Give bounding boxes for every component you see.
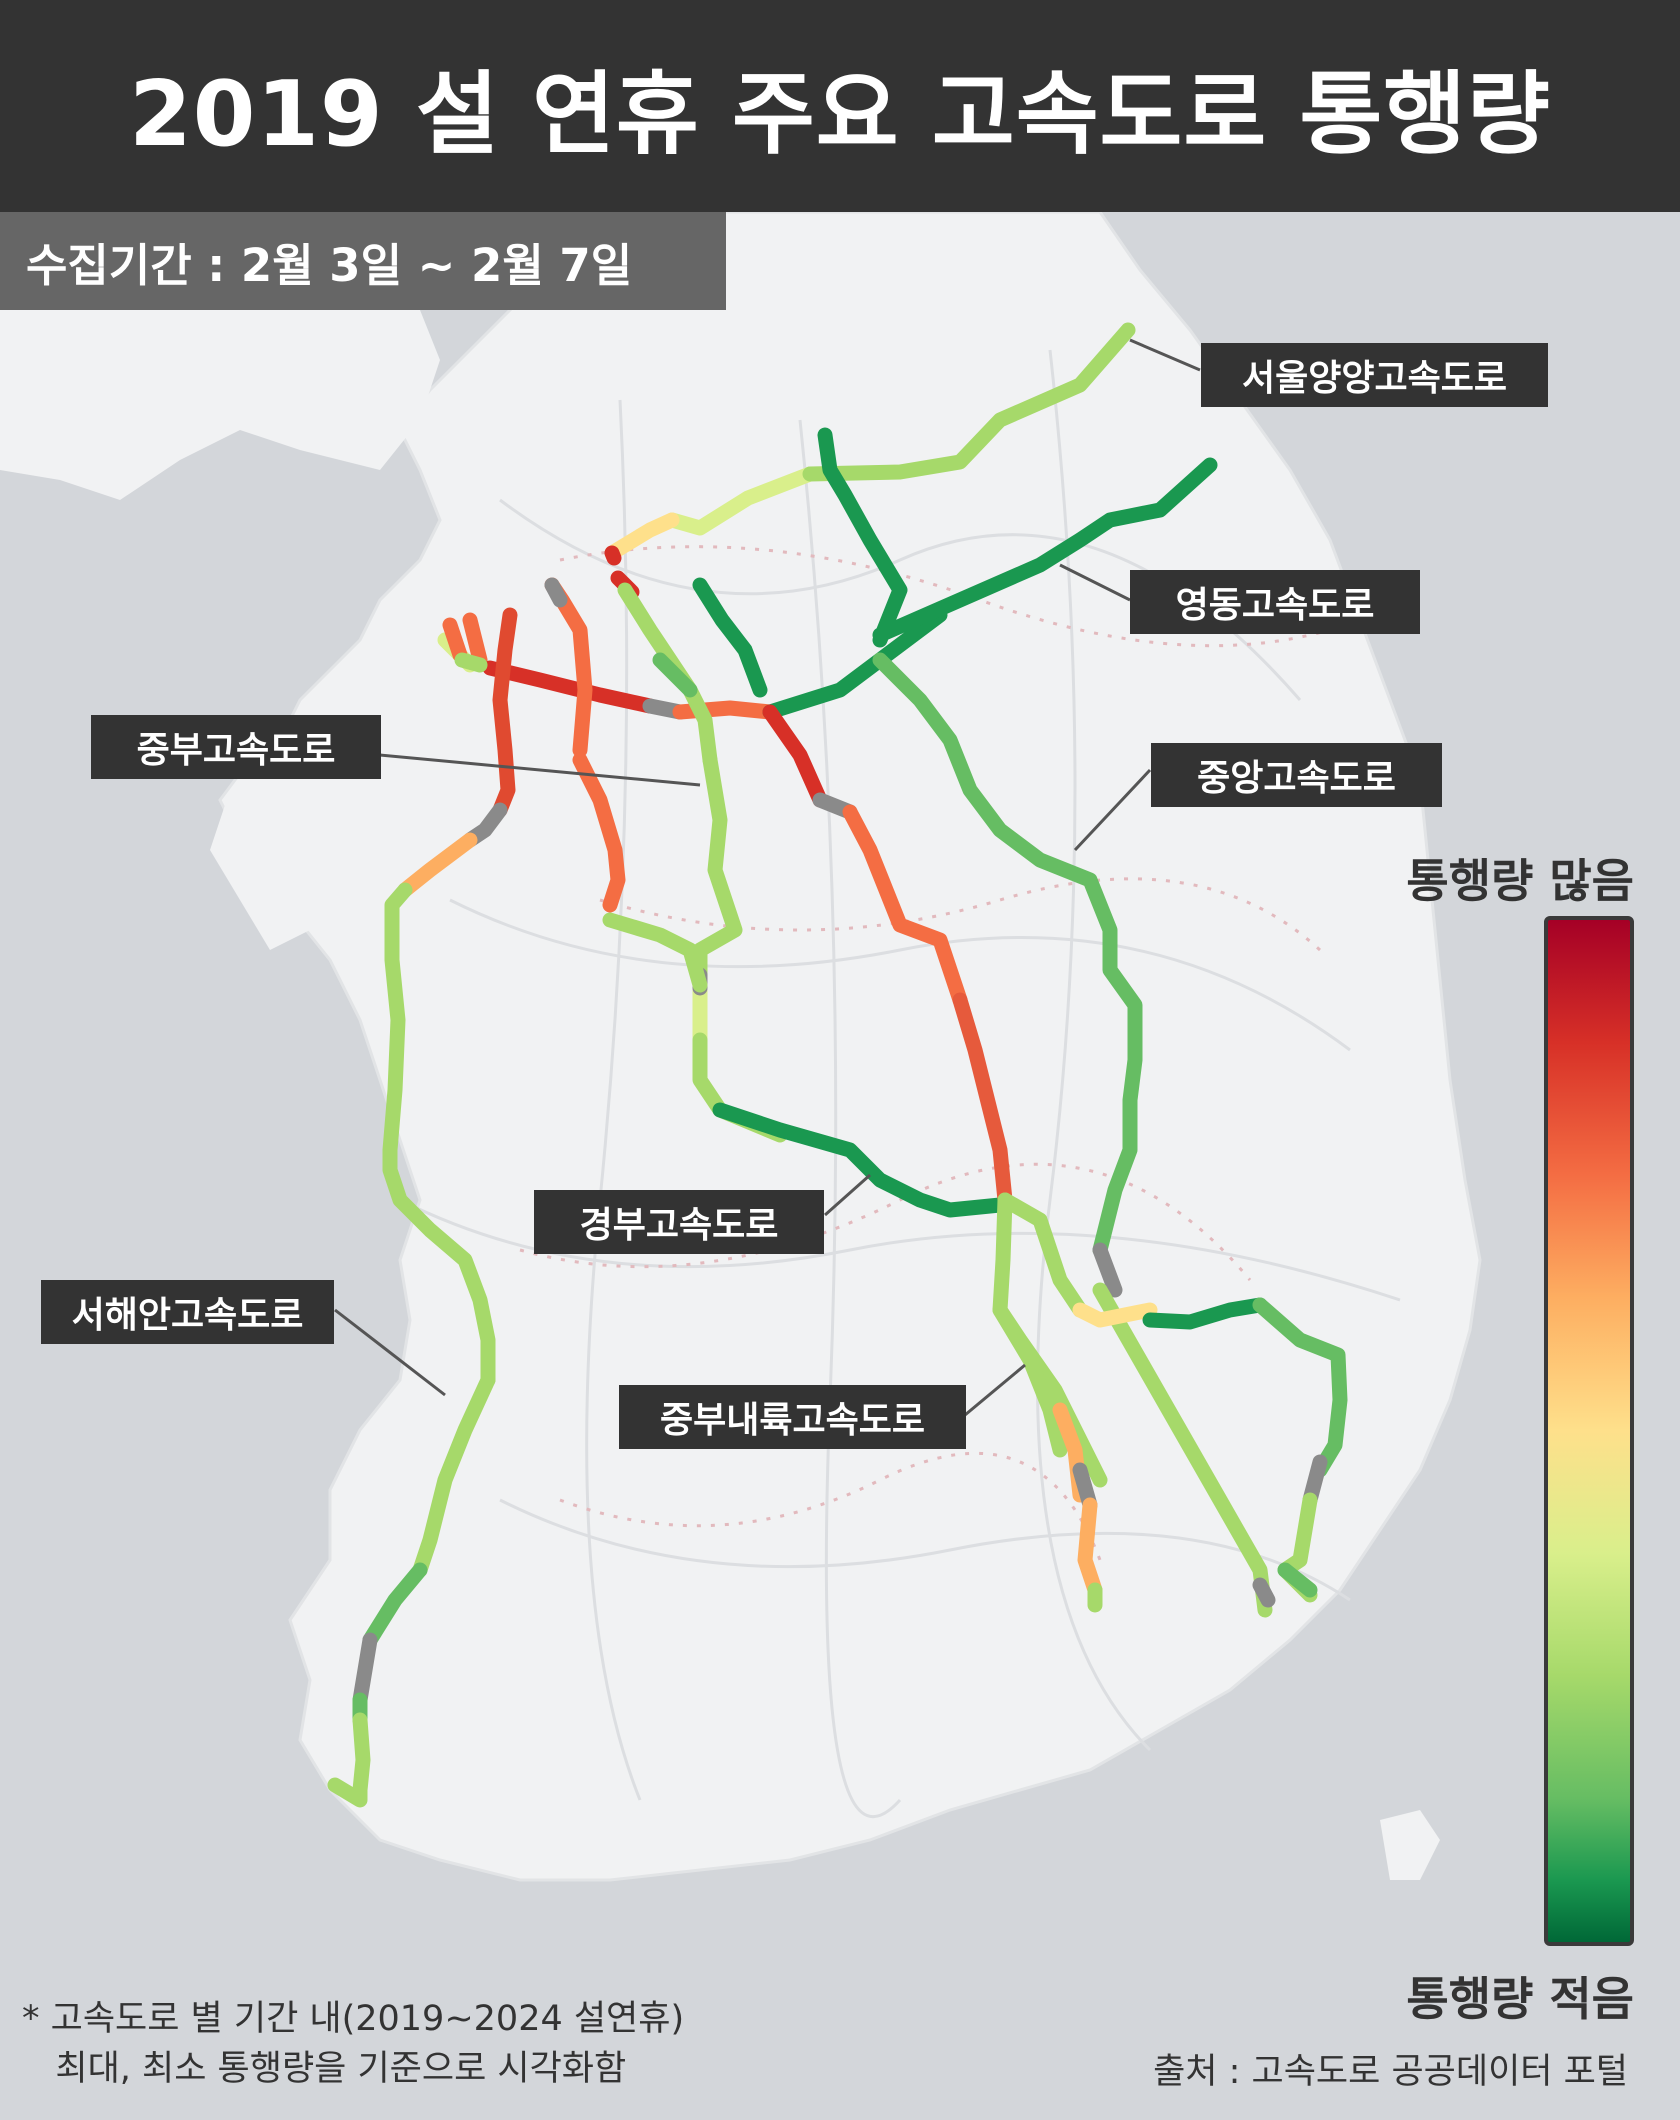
page-title: 2019 설 연휴 주요 고속도로 통행량 [0, 0, 1680, 212]
seoul-yangyang-seg-4 [604, 545, 622, 566]
land-jeju-side-islands [1380, 1810, 1440, 1880]
seohaean-seg-3 [492, 607, 518, 818]
jungbu-seg-2 [652, 652, 698, 698]
label-jungang: 중앙고속도로 [1151, 743, 1442, 807]
jungbu-naeryuk-seg-3 [842, 804, 968, 1008]
label-gyeongbu: 경부고속도로 [534, 1190, 824, 1254]
footnote-line-2: 최대, 최소 통행량을 기준으로 시각화함 [22, 2049, 627, 2089]
jungang-seg-1 [817, 427, 908, 648]
seoul-yangyang-seg-3 [604, 512, 680, 561]
provincial-borders [519, 545, 1361, 1561]
gyeongbu-seg-2 [572, 752, 626, 913]
seohaean-seg-2 [454, 652, 488, 673]
gyeongbu-south-seg-1 [1092, 1282, 1273, 1618]
gyeongbu-south-seg-3 [1142, 1297, 1268, 1330]
legend-low-label: 통행량 적음 [1406, 1972, 1634, 2026]
seoul-yangyang-seg-2 [802, 322, 1136, 482]
label-yeongdong: 영동고속도로 [1130, 570, 1420, 634]
jungbu-naeryuk-seg-10 [1077, 1497, 1103, 1598]
jungbu-east-seg [692, 577, 768, 698]
seohaean-seg-6 [382, 882, 496, 1388]
jungbu-naeryuk-seg-1 [762, 704, 828, 808]
seohaean-seg-9 [352, 1632, 378, 1708]
gyeongbu-seg-5 [712, 1102, 1008, 1218]
yeongdong-seg-6 [762, 607, 948, 720]
land-west-coast [0, 310, 440, 500]
yeongdong-seg-2 [462, 612, 488, 668]
gyeongbu-south-seg-7 [1277, 1562, 1318, 1598]
highway-lines [327, 322, 1348, 1808]
jungbu-naeryuk-seg-4 [952, 992, 1013, 1208]
land-peninsula-taean [210, 790, 330, 950]
gyeongbu-south-seg-2 [1072, 1302, 1158, 1328]
seohaean-seg-7 [412, 1372, 496, 1578]
jungang-seg-2 [872, 652, 1143, 1258]
jungang-seg-3 [1092, 1242, 1123, 1298]
jungbu-naeryuk-seg-7 [992, 1302, 1068, 1458]
collection-period: 수집기간 : 2월 3일 ~ 2월 7일 [0, 212, 726, 310]
seoul-yangyang-seg-1 [664, 466, 818, 536]
label-jungbu: 중부고속도로 [91, 715, 381, 779]
yeongdong-seg-7 [872, 457, 1218, 643]
label-seoul-yangyang: 서울양양고속도로 [1201, 343, 1548, 407]
jungbu-seg-3 [692, 752, 743, 993]
footnote: * 고속도로 별 기간 내(2019~2024 설연휴) 최대, 최소 통행량을… [22, 1994, 684, 2094]
label-jungbu-naeryuk: 중부내륙고속도로 [619, 1385, 966, 1449]
seohaean-seg-5 [397, 832, 478, 898]
inner-west-seg-1 [544, 577, 568, 608]
legend-color-scale [1544, 916, 1634, 1946]
yeongdong-seg-3 [482, 660, 658, 714]
label-seohaean: 서해안고속도로 [41, 1280, 334, 1344]
seohaean-seg-11 [327, 1712, 371, 1808]
gyeongbu-seg-3 [602, 912, 708, 993]
seohaean-seg-8 [362, 1562, 428, 1648]
footnote-line-1: * 고속도로 별 기간 내(2019~2024 설연휴) [22, 1999, 685, 2039]
legend-high-label: 통행량 많음 [1406, 854, 1634, 908]
jungbu-naeryuk-seg-6 [997, 1192, 1088, 1318]
seohaean-seg-1 [442, 617, 468, 663]
gyeongbu-south-seg-4 [1252, 1297, 1348, 1478]
gyeongbu-south-seg-8 [1252, 1577, 1276, 1608]
data-source: 출처 : 고속도로 공공데이터 포털 [1153, 2052, 1628, 2092]
